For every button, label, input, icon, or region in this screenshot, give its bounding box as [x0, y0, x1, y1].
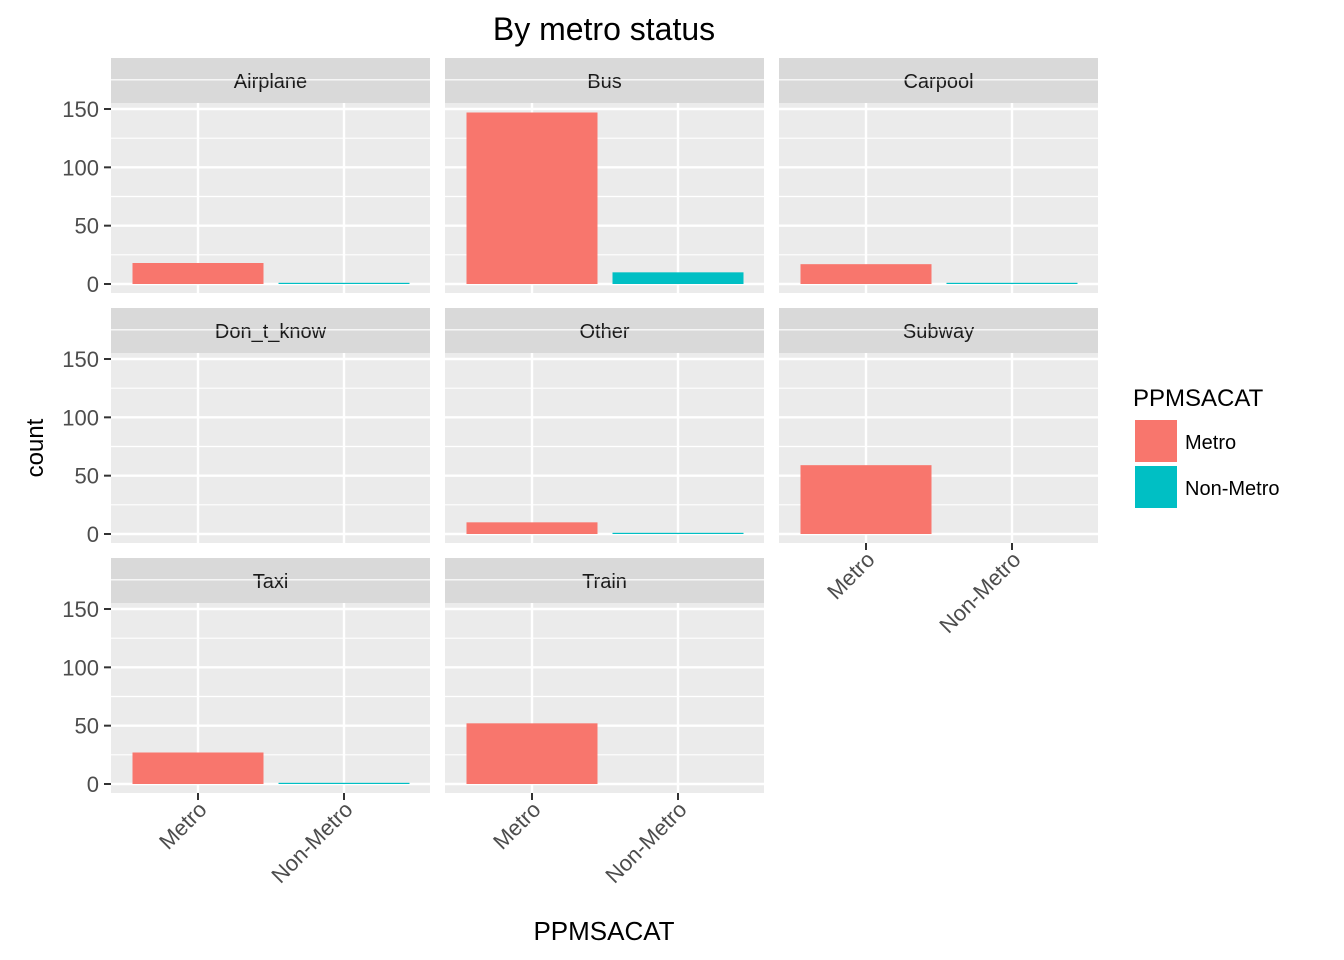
bar-metro [466, 112, 598, 284]
bar-non-metro [612, 272, 744, 284]
bar-non-metro [612, 532, 744, 534]
y-tick-label: 0 [87, 272, 99, 297]
legend-title: PPMSACAT [1133, 385, 1264, 412]
bar-metro [466, 522, 598, 534]
facet-strip [779, 308, 1098, 353]
facet-strip-label: Subway [903, 321, 974, 343]
x-tick-label: Metro [488, 797, 545, 854]
bar-metro [132, 263, 264, 284]
facet-strip-label: Bus [587, 71, 621, 93]
facet-strip [111, 308, 430, 353]
bar-non-metro [278, 782, 410, 784]
facet-train: Train Metro Non-Metro [445, 558, 764, 888]
facet-taxi: Taxi 0 50 100 150 Metro Non-Metro [62, 558, 430, 888]
y-tick-label: 50 [75, 464, 99, 489]
x-tick-label: Metro [154, 797, 211, 854]
facet-other: Other [445, 308, 764, 543]
panel-background [111, 103, 430, 293]
panel-background [445, 353, 764, 543]
facet-carpool: Carpool [779, 58, 1098, 293]
facet-strip [111, 558, 430, 603]
facet-strip [111, 58, 430, 103]
facet-strip-label: Other [579, 321, 629, 343]
facet-strip-label: Airplane [234, 71, 307, 93]
legend-swatch-non-metro [1135, 466, 1177, 508]
x-tick-label: Non-Metro [266, 797, 357, 888]
x-tick-label: Metro [822, 547, 879, 604]
y-tick-label: 0 [87, 522, 99, 547]
facet-strip [779, 58, 1098, 103]
facet-subway: Subway Metro Non-Metro [779, 308, 1098, 638]
bar-metro [800, 465, 932, 534]
x-tick-label: Non-Metro [600, 797, 691, 888]
x-axis-label: PPMSACAT [533, 916, 674, 946]
y-tick-label: 150 [62, 347, 99, 372]
legend-label-metro: Metro [1185, 432, 1236, 454]
y-tick-label: 100 [62, 155, 99, 180]
facets-group: Airplane 0 50 100 150 Bus Carpool Don_t_know 0 50… [62, 58, 1098, 888]
facet-strip-label: Don_t_know [215, 321, 327, 343]
legend: PPMSACAT Metro Non-Metro [1133, 385, 1279, 508]
facet-strip-label: Train [582, 571, 627, 593]
y-tick-label: 100 [62, 655, 99, 680]
panel-background [111, 353, 430, 543]
bar-metro [800, 264, 932, 284]
facet-airplane: Airplane 0 50 100 150 [62, 58, 430, 297]
y-tick-label: 0 [87, 772, 99, 797]
bar-metro [132, 752, 264, 784]
facet-strip [445, 558, 764, 603]
facet-don-t-know: Don_t_know 0 50 100 150 [62, 308, 430, 547]
legend-swatch-metro [1135, 420, 1177, 462]
chart-title: By metro status [493, 11, 715, 47]
y-tick-label: 50 [75, 214, 99, 239]
bar-non-metro [278, 282, 410, 284]
bar-non-metro [946, 282, 1078, 284]
legend-label-non-metro: Non-Metro [1185, 478, 1279, 500]
y-tick-label: 150 [62, 597, 99, 622]
facet-strip [445, 58, 764, 103]
y-tick-label: 50 [75, 714, 99, 739]
panel-background [779, 103, 1098, 293]
facet-strip-label: Carpool [903, 71, 973, 93]
x-tick-label: Non-Metro [934, 547, 1025, 638]
bar-metro [466, 723, 598, 784]
facet-strip [445, 308, 764, 353]
y-axis-label: count [22, 418, 49, 477]
facet-bus: Bus [445, 58, 764, 293]
y-tick-label: 150 [62, 97, 99, 122]
facet-strip-label: Taxi [253, 571, 289, 593]
y-tick-label: 100 [62, 405, 99, 430]
